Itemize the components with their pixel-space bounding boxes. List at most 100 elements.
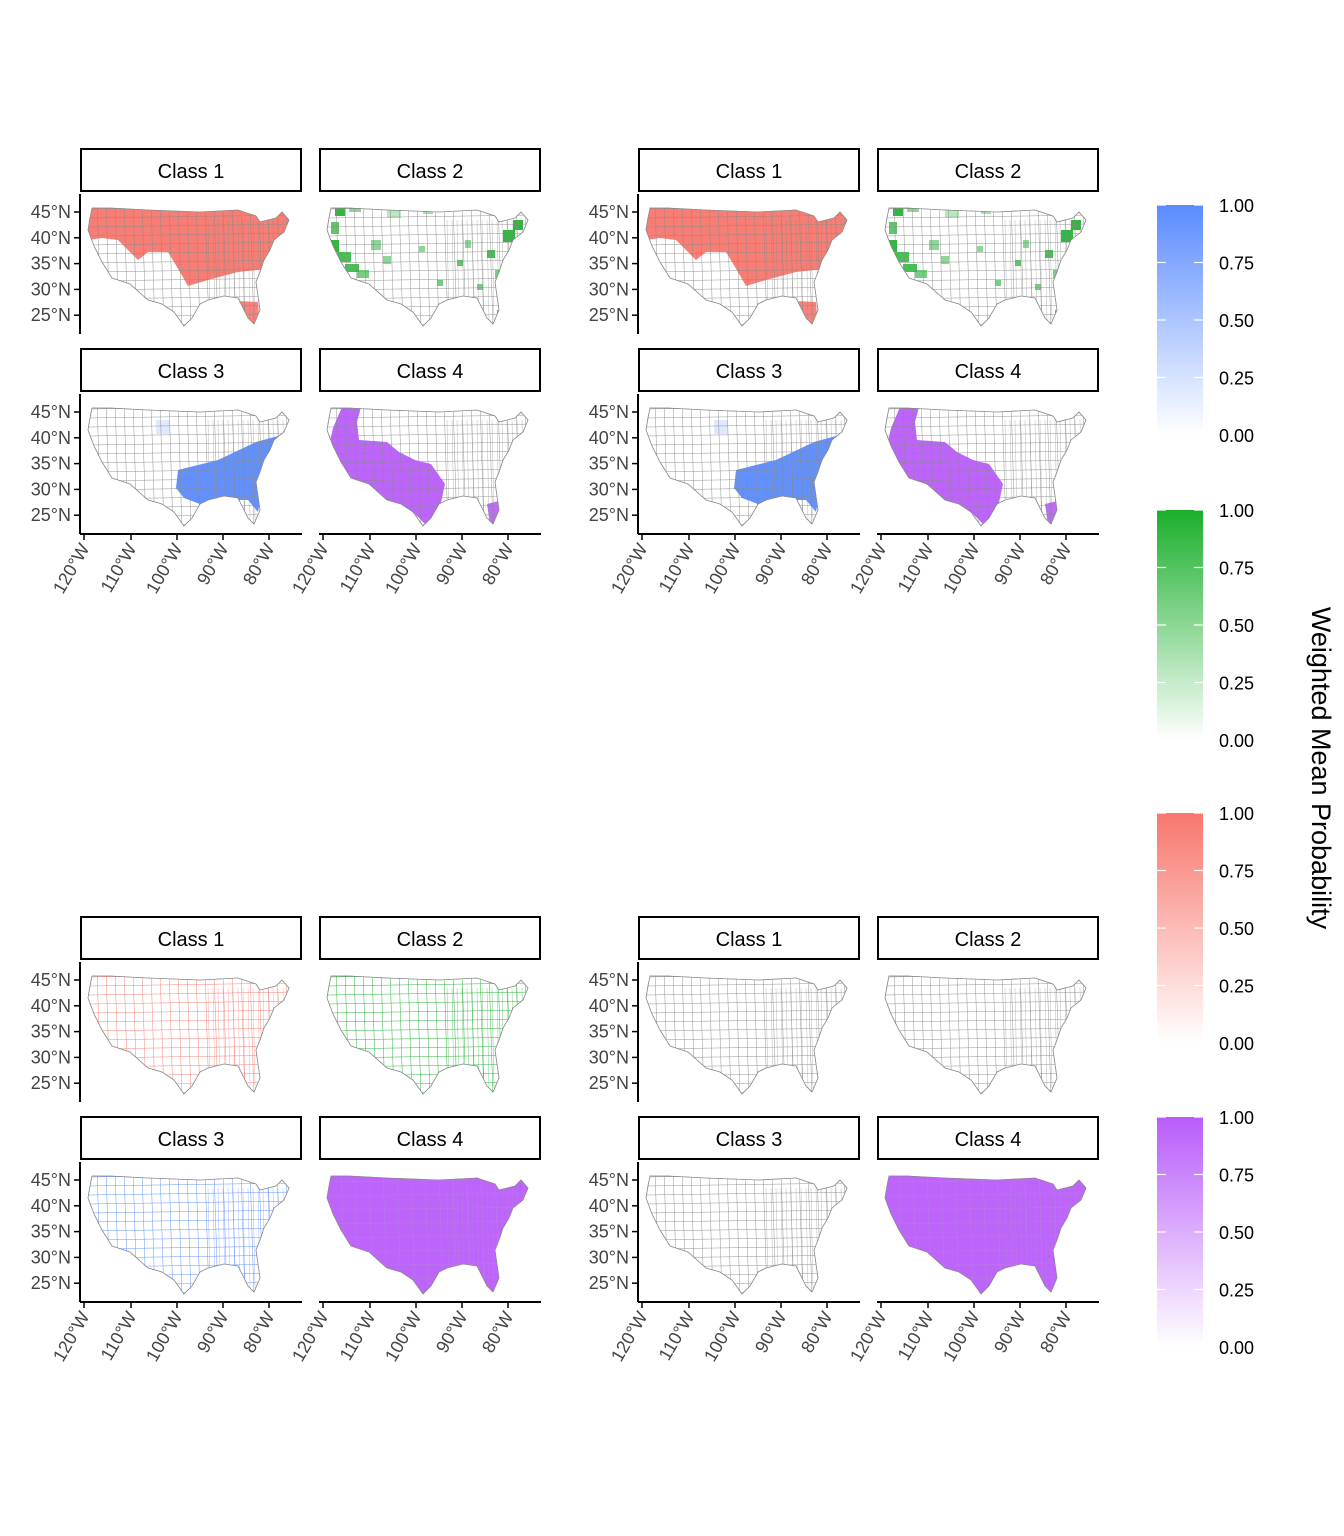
region-fill <box>349 208 361 212</box>
region-fill <box>893 208 903 216</box>
region-fill <box>714 420 728 434</box>
map-class1 <box>87 207 290 327</box>
lon-tick-label: 100°W <box>381 1308 425 1365</box>
colorbar-class2: 1.00 0.75 0.50 0.25 0.00 <box>1157 501 1254 751</box>
region-fill <box>1061 230 1073 242</box>
lat-tick-label: 25°N <box>589 305 629 325</box>
country-border <box>87 407 290 527</box>
lon-tick-label: 110°W <box>894 540 938 596</box>
region-fill <box>503 230 515 242</box>
map-class2 <box>884 975 1087 1095</box>
colorbar-tick-label: 0.25 <box>1219 977 1254 997</box>
lon-tick-label: 120°W <box>288 1308 332 1365</box>
colorbar-class4: 1.00 0.75 0.50 0.25 0.00 <box>1157 1108 1254 1358</box>
region-fill <box>329 240 339 252</box>
lat-tick-label: 25°N <box>589 1273 629 1293</box>
facet-panel-3: Class 1 45°N 40°N 35°N 30°N 25°N Class 2 Class … <box>31 916 541 1365</box>
lat-tick-label: 45°N <box>31 202 71 222</box>
facet-label: Class 3 <box>716 1129 783 1151</box>
lat-tick-label: 40°N <box>589 996 629 1016</box>
lat-tick-label: 40°N <box>31 428 71 448</box>
lon-tick-label: 80°W <box>797 540 836 588</box>
colorbar-class1: 1.00 0.75 0.50 0.25 0.00 <box>1157 804 1254 1054</box>
region-fill <box>981 208 991 214</box>
lat-tick-label: 40°N <box>31 228 71 248</box>
lat-tick-label: 25°N <box>31 1073 71 1093</box>
lat-tick-label: 35°N <box>589 254 629 274</box>
region-fill <box>419 246 425 252</box>
lat-tick-label: 45°N <box>31 402 71 422</box>
facet-label: Class 4 <box>955 1129 1022 1151</box>
lon-tick-label: 90°W <box>193 1308 232 1356</box>
facet-strip <box>80 148 302 192</box>
lat-tick-label: 45°N <box>589 970 629 990</box>
region-fill <box>487 250 495 258</box>
facet-label: Class 2 <box>397 929 464 951</box>
region-fill <box>423 208 433 214</box>
region-fill <box>1035 284 1041 290</box>
country-border <box>645 975 848 1095</box>
facet-class4: Class 4 120°W 110°W 100°W 90°W 80°W <box>846 348 1099 597</box>
lon-tick-label: 80°W <box>1036 540 1075 588</box>
lat-tick-label: 35°N <box>31 1022 71 1042</box>
region-fill <box>345 264 359 272</box>
colorbar-tick-label: 1.00 <box>1219 804 1254 824</box>
facet-panel-4: Class 1 45°N 40°N 35°N 30°N 25°N Class 2 Class … <box>589 916 1099 1365</box>
facet-label: Class 1 <box>158 161 225 183</box>
map-class3 <box>87 407 290 527</box>
region-fill <box>465 240 471 248</box>
lat-tick-label: 40°N <box>589 1196 629 1216</box>
lat-tick-label: 45°N <box>31 970 71 990</box>
lat-tick-label: 35°N <box>589 454 629 474</box>
lon-tick-label: 120°W <box>49 540 93 597</box>
map-class2 <box>326 207 529 327</box>
lon-tick-label: 110°W <box>336 540 380 596</box>
lat-tick-label: 30°N <box>589 479 629 499</box>
lon-tick-label: 120°W <box>607 1308 651 1365</box>
facet-label: Class 4 <box>955 361 1022 383</box>
region-fill <box>487 500 503 526</box>
country-border <box>884 1175 1087 1295</box>
region-fill <box>337 252 351 262</box>
region-fill <box>1045 250 1053 258</box>
map-class2 <box>884 207 1087 327</box>
facet-label: Class 1 <box>716 161 783 183</box>
lon-tick-label: 90°W <box>432 1308 471 1356</box>
colorbar-class3: 1.00 0.75 0.50 0.25 0.00 <box>1157 196 1254 446</box>
region-fill <box>387 210 401 218</box>
colorbar-tick-label: 1.00 <box>1219 196 1254 216</box>
facet-class4: Class 4 120°W 110°W 100°W 90°W 80°W <box>288 348 541 597</box>
lat-tick-label: 35°N <box>31 1222 71 1242</box>
facet-class3: Class 3 45°N 40°N 35°N 30°N 25°N 120°W 110°W 100… <box>589 1116 860 1365</box>
lon-tick-label: 100°W <box>939 540 983 597</box>
lat-tick-label: 35°N <box>589 1222 629 1242</box>
colorbar-tick-label: 0.75 <box>1219 1166 1254 1186</box>
country-border <box>884 207 1087 327</box>
facet-label: Class 1 <box>716 929 783 951</box>
lon-tick-label: 100°W <box>939 1308 983 1365</box>
map-class3 <box>87 1175 290 1295</box>
facet-class4: Class 4 120°W 110°W 100°W 90°W 80°W <box>846 1116 1099 1365</box>
facet-strip <box>80 348 302 392</box>
region-fill <box>945 210 959 218</box>
map-class4 <box>884 407 1087 527</box>
region-fill <box>357 270 369 278</box>
region-fill <box>176 436 278 512</box>
facet-class2: Class 2 <box>319 916 541 1095</box>
lat-tick-label: 45°N <box>589 1170 629 1190</box>
country-border <box>87 1175 290 1295</box>
lat-tick-label: 35°N <box>31 254 71 274</box>
facet-class1: Class 1 45°N 40°N 35°N 30°N 25°N <box>31 916 302 1102</box>
lon-tick-label: 110°W <box>97 540 141 596</box>
facet-strip <box>877 916 1099 960</box>
lon-tick-label: 110°W <box>655 540 699 596</box>
country-border <box>884 975 1087 1095</box>
facet-class3: Class 3 45°N 40°N 35°N 30°N 25°N 120°W 110°W 100… <box>589 348 860 597</box>
region-fill <box>929 240 939 250</box>
facet-label: Class 2 <box>955 161 1022 183</box>
lat-tick-label: 40°N <box>31 996 71 1016</box>
region-fill <box>887 408 1003 526</box>
probability-fill <box>156 420 278 512</box>
facet-strip <box>80 1116 302 1160</box>
